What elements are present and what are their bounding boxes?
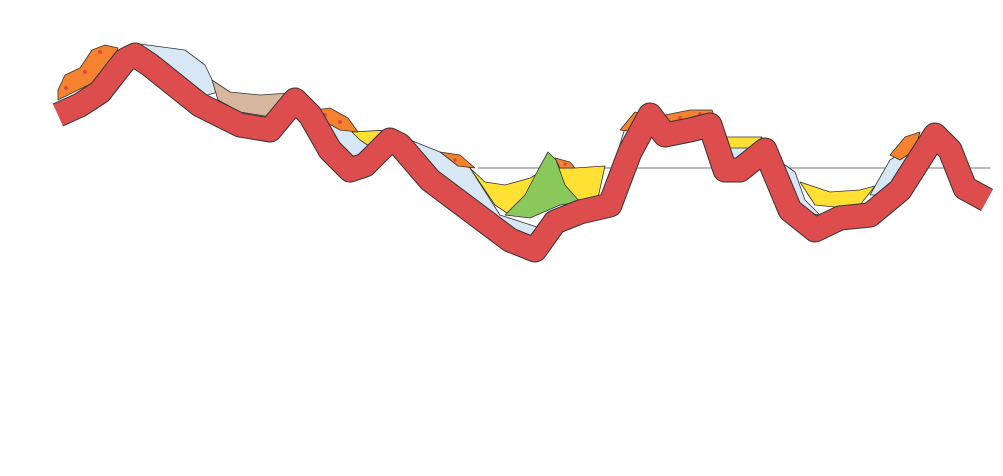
base-layer [53,43,993,262]
green-layer [504,151,581,219]
yellow-layer [799,181,876,208]
orange-layer [439,151,476,169]
orange-layer [57,44,119,101]
